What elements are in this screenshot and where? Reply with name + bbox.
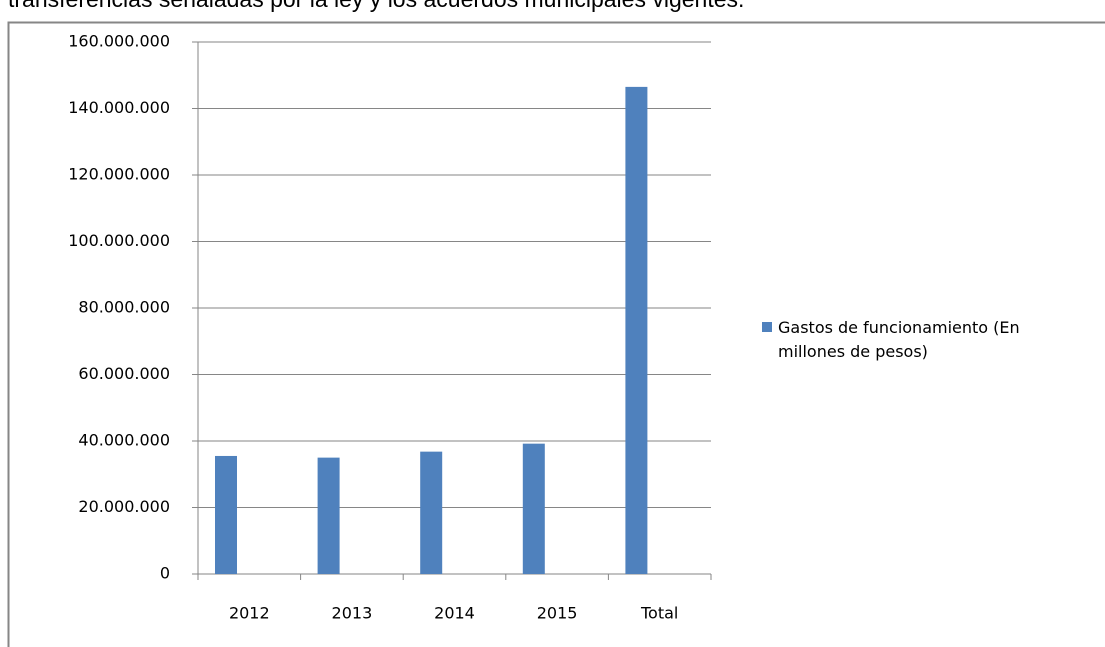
document-text: transferencias señaladas por la ley y lo… [8, 0, 744, 13]
x-tick-label: Total [640, 604, 678, 623]
x-tick-label: 2012 [229, 604, 270, 623]
chart-frame [7, 21, 1105, 647]
y-tick-label: 20.000.000 [78, 497, 170, 516]
y-tick-label: 140.000.000 [68, 98, 170, 117]
x-tick-label: 2015 [537, 604, 578, 623]
y-tick-label: 60.000.000 [78, 364, 170, 383]
bar [420, 451, 443, 574]
x-tick-label: 2014 [434, 604, 475, 623]
y-tick-label: 40.000.000 [78, 431, 170, 450]
x-tick-label: 2013 [332, 604, 373, 623]
bar [215, 455, 237, 574]
legend-label: Gastos de funcionamiento (En millones de… [778, 318, 1020, 361]
y-tick-label: 80.000.000 [78, 298, 170, 317]
legend-swatch [762, 322, 772, 332]
y-tick-label: 120.000.000 [68, 165, 170, 184]
y-tick-label: 100.000.000 [68, 231, 170, 250]
bar [625, 86, 648, 574]
y-tick-label: 160.000.000 [68, 32, 170, 51]
bar [317, 457, 340, 574]
y-tick-label: 0 [160, 564, 170, 583]
bar [522, 443, 545, 574]
